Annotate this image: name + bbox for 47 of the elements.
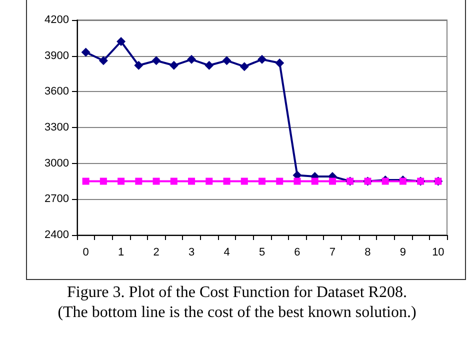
- y-tick-label: 3600: [44, 86, 69, 98]
- point: [258, 178, 266, 185]
- x-tick-label: 6: [294, 246, 300, 258]
- point: [240, 62, 249, 72]
- point: [134, 60, 144, 70]
- point: [188, 178, 196, 185]
- x-tick-label: 0: [82, 246, 89, 258]
- point: [223, 178, 230, 185]
- point: [81, 48, 90, 57]
- caption: Figure 3. Plot of the Cost Function for Dataset R208.: [66, 283, 408, 303]
- x-tick-label: 7: [329, 246, 336, 258]
- point: [169, 60, 178, 70]
- y-tick-label: 4200: [44, 14, 69, 26]
- x-tick-label: 1: [118, 246, 124, 258]
- point: [222, 56, 232, 66]
- x-tick-label: 3: [188, 246, 195, 258]
- text: (The bottom line is the cost of the best known solution.): [56, 303, 418, 323]
- x-tick-label: 9: [400, 246, 406, 258]
- x-tick-label: 5: [258, 246, 266, 258]
- x-tick-label: 10: [432, 246, 444, 258]
- point: [135, 178, 142, 185]
- y-tick-label: 3900: [44, 50, 69, 62]
- point: [258, 54, 266, 64]
- y-tick-label: 3300: [44, 122, 69, 134]
- point: [294, 178, 301, 185]
- point: [311, 178, 318, 185]
- point: [187, 54, 196, 64]
- point: [82, 178, 90, 185]
- point: [275, 58, 284, 68]
- x-tick-label: 2: [153, 246, 160, 258]
- point: [100, 178, 107, 185]
- y-tick-label: 2400: [44, 229, 69, 241]
- point: [152, 56, 161, 66]
- point: [328, 178, 336, 185]
- y-tick-label: 2700: [44, 193, 69, 206]
- point: [276, 178, 284, 185]
- point: [170, 178, 178, 185]
- point: [152, 178, 160, 185]
- point: [116, 37, 126, 46]
- point: [118, 178, 125, 185]
- point: [204, 60, 214, 70]
- point: [240, 178, 248, 185]
- point: [206, 178, 213, 185]
- y-tick-label: 3000: [44, 157, 69, 170]
- point: [98, 56, 108, 66]
- x-tick-label: 8: [364, 246, 371, 258]
- x-tick-label: 4: [224, 246, 230, 258]
